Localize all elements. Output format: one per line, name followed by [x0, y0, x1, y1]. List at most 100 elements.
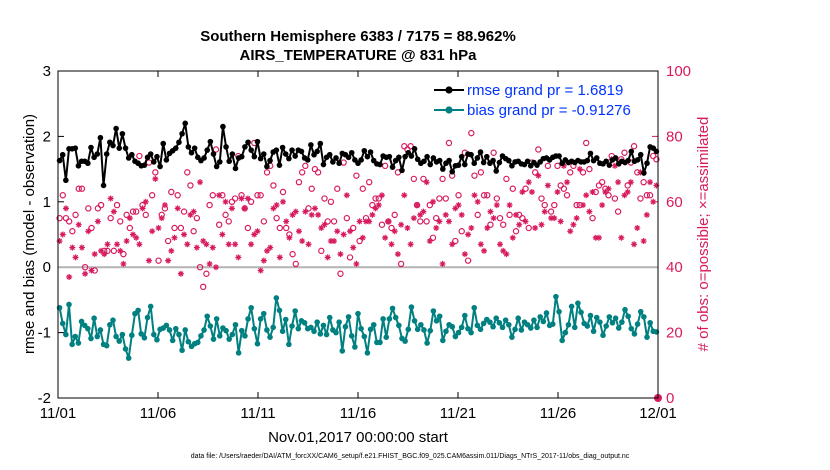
obs-assimilated-marker [78, 244, 85, 251]
obs-possible-marker [407, 143, 414, 150]
obs-assimilated-marker [414, 202, 421, 209]
obs-assimilated-marker [401, 192, 408, 199]
rmse-point [367, 149, 374, 155]
y-right-tick-label: 60 [666, 194, 683, 211]
rmse-series [56, 120, 660, 189]
obs-possible-marker [174, 192, 181, 199]
bias-point [490, 323, 496, 330]
rmse-point [446, 157, 452, 164]
obs-assimilated-marker [174, 205, 181, 212]
obs-possible-marker [417, 218, 424, 225]
obs-assimilated-marker [276, 254, 283, 261]
obs-assimilated-marker [267, 244, 274, 251]
bias-point [144, 314, 151, 321]
obs-possible-marker [442, 195, 449, 202]
rmse-point [612, 155, 619, 161]
y-right-tick-label: 100 [666, 63, 691, 80]
bias-point [433, 318, 440, 324]
obs-assimilated-marker [647, 179, 654, 186]
rmse-point [505, 157, 512, 164]
obs-possible-marker [452, 237, 459, 245]
obs-possible-marker [136, 152, 143, 160]
obs-possible-marker [244, 224, 252, 232]
obs-possible-marker [420, 175, 427, 183]
bias-point [213, 316, 220, 322]
obs-possible-marker [346, 254, 354, 261]
obs-possible-marker [426, 201, 434, 209]
obs-assimilated-marker [152, 175, 159, 182]
rmse-point [593, 155, 600, 161]
obs-assimilated-marker [372, 205, 379, 212]
obs-possible-marker [97, 201, 105, 209]
obs-assimilated-marker [88, 267, 95, 274]
obs-assimilated-marker [538, 221, 545, 228]
obs-possible-marker [484, 192, 491, 199]
x-tick-label: 12/01 [639, 405, 677, 422]
rmse-point [399, 167, 405, 174]
obs-assimilated-marker [190, 208, 197, 215]
rmse-point [286, 155, 292, 162]
bias-series [56, 293, 660, 361]
obs-assimilated-marker [497, 241, 504, 248]
bias-point [634, 321, 641, 327]
bias-point [575, 300, 581, 306]
obs-possible-marker [81, 264, 89, 271]
rmse-point [94, 151, 101, 157]
obs-assimilated-marker [493, 202, 500, 209]
rmse-point [634, 157, 641, 163]
obs-assimilated-marker [605, 185, 612, 192]
bias-point [449, 323, 456, 330]
bias-point [113, 333, 119, 340]
obs-possible-marker [579, 169, 587, 176]
obs-possible-marker [298, 169, 306, 176]
bias-point [468, 329, 474, 336]
obs-assimilated-marker [653, 182, 660, 189]
bias-point [216, 333, 223, 339]
bias-point [625, 313, 631, 320]
bias-point [474, 322, 481, 329]
rmse-point [129, 151, 135, 158]
obs-assimilated-marker [145, 257, 152, 264]
bias-point [78, 318, 85, 325]
obs-possible-marker [356, 237, 363, 245]
chart-subtitle: AIRS_TEMPERATURE @ 831 hPa [240, 47, 478, 64]
bias-point [103, 342, 110, 349]
obs-assimilated-marker [564, 179, 571, 186]
obs-possible-marker [142, 211, 149, 219]
obs-assimilated-marker [640, 238, 647, 245]
rmse-point [229, 151, 236, 157]
rmse-point [220, 123, 226, 130]
obs-assimilated-marker [280, 198, 286, 205]
obs-assimilated-marker [535, 172, 542, 179]
rmse-point [289, 147, 295, 153]
obs-possible-marker [327, 198, 335, 205]
obs-possible-marker [605, 192, 612, 199]
rmse-point [424, 153, 430, 160]
obs-assimilated-marker [398, 221, 405, 228]
obs-assimilated-marker [650, 198, 657, 205]
chart-title: Southern Hemisphere 6383 / 7175 = 88.962… [200, 28, 516, 45]
obs-assimilated-marker [120, 260, 127, 267]
obs-assimilated-marker [516, 221, 523, 228]
obs-assimilated-marker [621, 192, 628, 199]
legend-bias-label: bias grand pr = -0.91276 [467, 102, 631, 119]
rmse-point [204, 147, 211, 153]
obs-possible-marker [190, 228, 197, 235]
obs-assimilated-marker [465, 231, 472, 238]
rmse-point [628, 148, 635, 155]
rmse-point [471, 160, 478, 167]
obs-assimilated-marker [305, 241, 312, 248]
obs-possible-marker [75, 185, 82, 192]
obs-assimilated-marker [283, 218, 290, 225]
bias-point [352, 344, 358, 350]
bias-point [151, 331, 157, 338]
obs-assimilated-marker [643, 211, 650, 218]
y-right-tick-label: 80 [666, 128, 683, 145]
obs-assimilated-marker [260, 257, 267, 264]
obs-possible-marker [614, 208, 622, 215]
rmse-point [449, 168, 456, 175]
obs-possible-marker [260, 218, 268, 225]
obs-possible-marker [560, 185, 568, 192]
bias-point [229, 331, 236, 338]
